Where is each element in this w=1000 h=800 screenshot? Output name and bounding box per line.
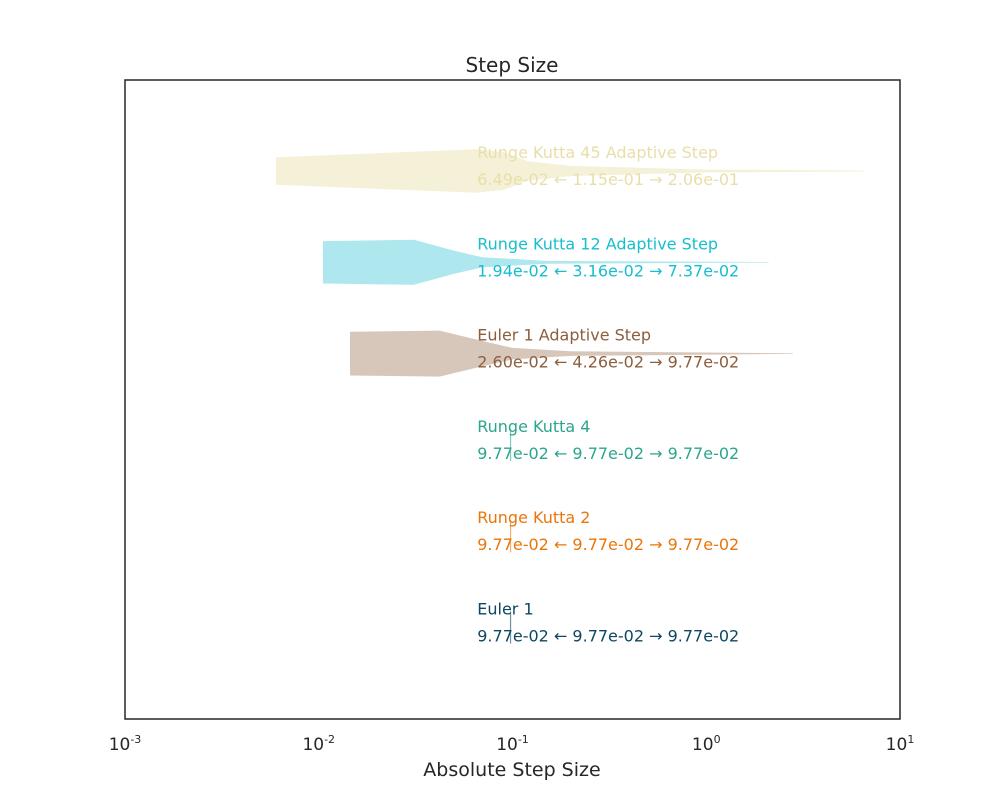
- series-name-label: Runge Kutta 2: [477, 508, 590, 527]
- violin-shape: [322, 239, 769, 285]
- series-name-label: Euler 1: [477, 600, 533, 619]
- plot-frame: [124, 79, 901, 720]
- x-tick-layer: 10-3 10-2 10-1 100 101: [109, 733, 915, 755]
- violin-layer: [275, 149, 864, 644]
- x-axis-label: Absolute Step Size: [423, 759, 600, 781]
- series-name-label: Runge Kutta 12 Adaptive Step: [477, 234, 718, 253]
- x-tick-label: 101: [886, 733, 915, 755]
- x-tick-label: 10-1: [496, 733, 529, 755]
- x-tick-label: 10-3: [109, 733, 142, 755]
- series-name-label: Euler 1 Adaptive Step: [477, 326, 651, 345]
- series-stats-label: 9.77e-02 ← 9.77e-02 → 9.77e-02: [477, 627, 739, 646]
- series-label-layer: Runge Kutta 45 Adaptive Step 6.49e-02 ← 1…: [477, 143, 739, 646]
- series-name-label: Runge Kutta 45 Adaptive Step: [477, 143, 718, 162]
- series-stats-label: 2.60e-02 ← 4.26e-02 → 9.77e-02: [477, 353, 739, 372]
- series-name-label: Runge Kutta 4: [477, 417, 590, 436]
- violin-shape: [275, 149, 864, 193]
- series-stats-label: 9.77e-02 ← 9.77e-02 → 9.77e-02: [477, 535, 739, 554]
- x-tick-label: 100: [692, 733, 721, 755]
- violin-shape: [350, 330, 793, 377]
- chart-title: Step Size: [466, 53, 559, 77]
- x-tick-label: 10-2: [302, 733, 335, 755]
- series-stats-label: 1.94e-02 ← 3.16e-02 → 7.37e-02: [477, 261, 739, 280]
- series-stats-label: 6.49e-02 ← 1.15e-01 → 2.06e-01: [477, 170, 739, 189]
- series-stats-label: 9.77e-02 ← 9.77e-02 → 9.77e-02: [477, 444, 739, 463]
